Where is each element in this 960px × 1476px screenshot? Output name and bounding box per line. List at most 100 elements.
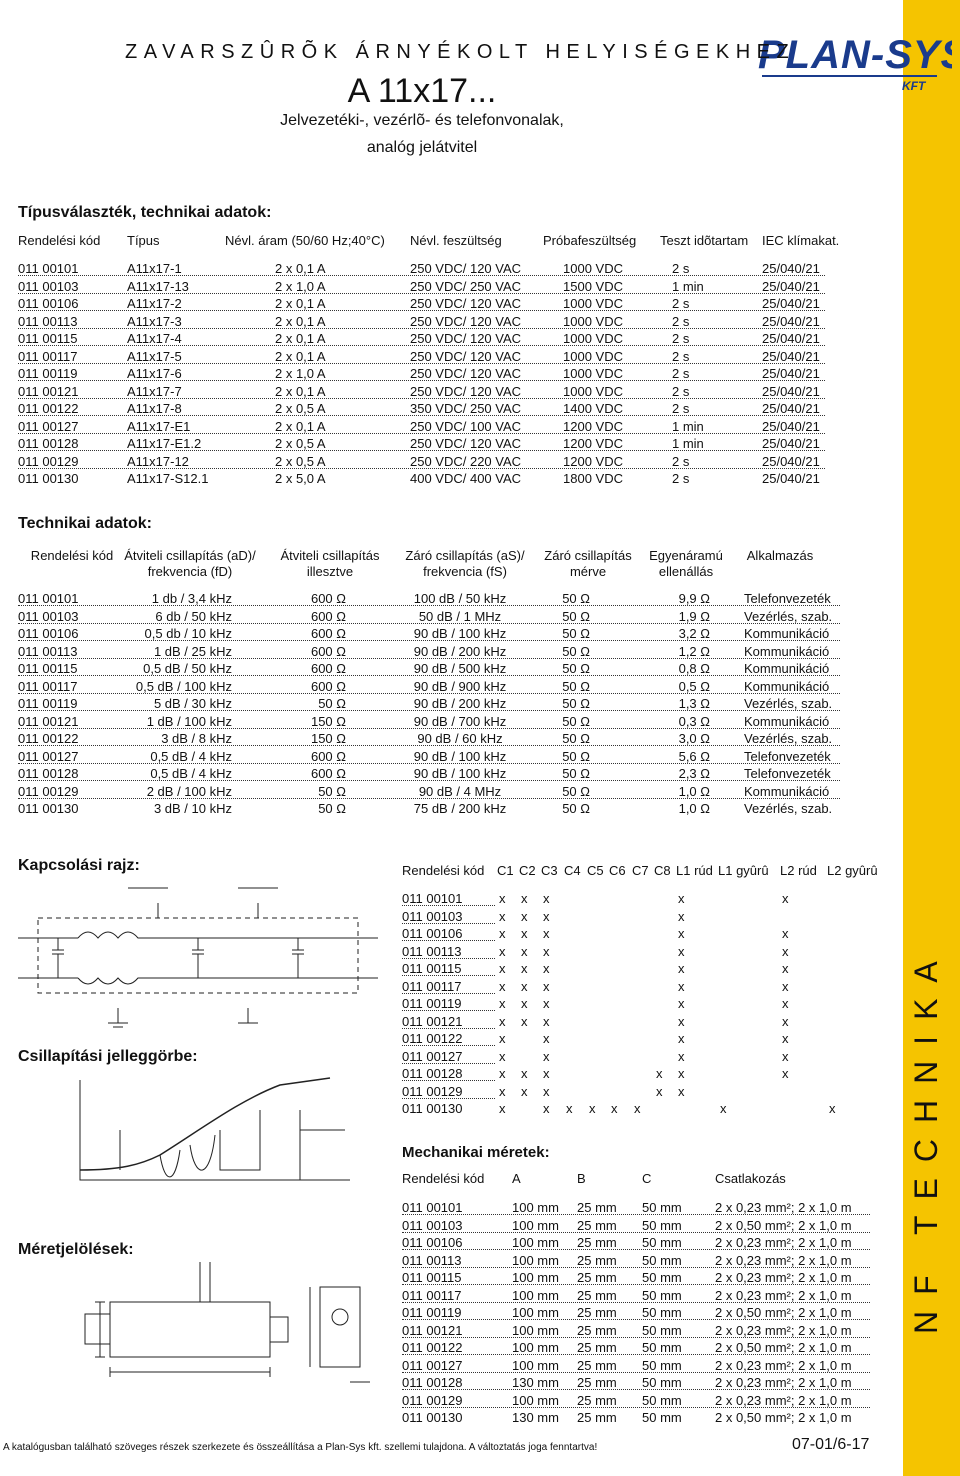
table-cell: A11x17-12 bbox=[127, 453, 189, 469]
row-separator bbox=[402, 1266, 870, 1268]
table-cell: x bbox=[782, 926, 789, 941]
table-cell: 011 00113 bbox=[402, 943, 462, 959]
table-cell: 1,0 Ω bbox=[678, 801, 710, 816]
column-header: B bbox=[577, 1171, 586, 1186]
column-header: L1 rúd bbox=[676, 863, 713, 878]
table-cell: Vezérlés, szab. bbox=[744, 696, 833, 711]
table-cell: x bbox=[720, 1101, 727, 1116]
column-header: Átviteli csillapítás bbox=[280, 548, 380, 563]
table-cell: 150 Ω bbox=[310, 731, 346, 746]
table-cell: 011 00130 bbox=[402, 1101, 463, 1116]
table-cell: 90 dB / 500 kHz bbox=[413, 661, 507, 676]
table-cell: x bbox=[521, 996, 528, 1011]
table-cell: 2 x 0,1 A bbox=[275, 261, 326, 276]
table-cell: 50 Ω bbox=[562, 608, 590, 624]
column-header: Egyenáramú bbox=[649, 548, 723, 563]
table-cell: x bbox=[499, 1013, 506, 1029]
section-heading: Csillapítási jelleggörbe: bbox=[18, 1048, 198, 1065]
column-header: Záró csillapítás (aS)/ bbox=[405, 548, 525, 563]
row-separator bbox=[18, 450, 825, 451]
table-cell: 50 Ω bbox=[562, 678, 590, 694]
table-cell: x bbox=[521, 1083, 528, 1099]
table-cell: 1400 VDC bbox=[563, 401, 623, 416]
row-separator bbox=[18, 762, 840, 764]
table-cell: 1000 VDC bbox=[563, 313, 623, 329]
table-cell: 50 Ω bbox=[562, 783, 590, 799]
row-separator bbox=[18, 727, 840, 729]
table-cell: 011 00121 bbox=[402, 1013, 463, 1029]
table-cell: 1 db / 3,4 kHz bbox=[151, 591, 232, 606]
table-cell: 011 00130 bbox=[18, 801, 79, 816]
table-cell: x bbox=[678, 926, 685, 941]
table-cell: x bbox=[521, 1066, 528, 1081]
table-cell: 2 s bbox=[672, 296, 690, 311]
table-cell: 011 00103 bbox=[402, 1217, 463, 1233]
table-cell: x bbox=[521, 926, 528, 941]
table-cell: 2 dB / 100 kHz bbox=[146, 783, 232, 799]
table-cell: x bbox=[678, 943, 685, 959]
row-separator bbox=[402, 1406, 870, 1408]
table-cell: 011 00122 bbox=[18, 731, 79, 746]
table-cell: 3,0 Ω bbox=[678, 731, 710, 746]
row-separator bbox=[18, 380, 825, 381]
table-cell: x bbox=[499, 943, 506, 959]
table-cell: 011 00130 bbox=[402, 1410, 463, 1425]
row-separator bbox=[402, 905, 495, 906]
table-cell: 600 Ω bbox=[310, 643, 346, 659]
table-cell: 1800 VDC bbox=[563, 471, 623, 486]
column-header: C bbox=[642, 1171, 652, 1186]
column-header: C6 bbox=[609, 863, 626, 878]
row-separator bbox=[18, 710, 840, 711]
table-cell: 011 00129 bbox=[402, 1392, 463, 1408]
table-cell: x bbox=[499, 908, 506, 924]
table-cell: 2 x 0,1 A bbox=[275, 331, 326, 346]
row-separator bbox=[18, 640, 840, 641]
column-header: illesztve bbox=[306, 564, 354, 579]
header-subtitle: analóg jelátvitel bbox=[366, 139, 478, 156]
table-cell: 600 Ω bbox=[310, 766, 346, 781]
section-heading: Típusválaszték, technikai adatok: bbox=[18, 204, 272, 221]
column-header: C5 bbox=[587, 863, 604, 878]
table-cell: x bbox=[782, 996, 789, 1011]
table-cell: x bbox=[543, 996, 550, 1011]
table-cell: 50 mm bbox=[642, 1305, 682, 1320]
table-cell: 2 x 0,1 A bbox=[275, 348, 326, 364]
table-cell: 100 mm bbox=[512, 1235, 559, 1250]
table-cell: x bbox=[543, 1031, 550, 1046]
table-cell: 90 dB / 200 kHz bbox=[413, 696, 507, 711]
table-cell: 25/040/21 bbox=[762, 313, 820, 329]
table-cell: 011 00127 bbox=[402, 1357, 463, 1373]
table-cell: Kommunikáció bbox=[744, 661, 830, 676]
header-title: ZAVARSZÛRÕK ÁRNYÉKOLT HELYISÉGEKHEZ bbox=[125, 41, 796, 63]
table-cell: A11x17-E1 bbox=[127, 418, 191, 434]
table-cell: x bbox=[499, 996, 506, 1011]
table-cell: 90 dB / 4 MHz bbox=[418, 783, 502, 799]
table-cell: 011 00117 bbox=[18, 348, 78, 364]
table-cell: 011 00127 bbox=[402, 1048, 463, 1064]
side-strip bbox=[903, 0, 960, 1476]
table-cell: 250 VDC/ 100 VAC bbox=[410, 418, 522, 434]
table-cell: x bbox=[499, 1048, 506, 1064]
column-header: Névl. áram (50/60 Hz;40°C) bbox=[225, 233, 385, 248]
table-cell: 2 s bbox=[672, 471, 690, 486]
dimension-drawing bbox=[84, 1262, 370, 1383]
table-cell: x bbox=[521, 978, 528, 994]
table-cell: x bbox=[566, 1101, 573, 1116]
header-model: A 11x17... bbox=[347, 72, 497, 110]
table-cell: 2 x 0,1 A bbox=[275, 418, 326, 434]
table-cell: x bbox=[543, 908, 550, 924]
table-cell: 50 mm bbox=[642, 1357, 682, 1373]
table-cell: x bbox=[543, 961, 550, 976]
table-cell: x bbox=[782, 1048, 789, 1064]
table-cell: 011 00117 bbox=[18, 678, 78, 694]
table-cell: 1000 VDC bbox=[563, 296, 623, 311]
table-cell: x bbox=[678, 996, 685, 1011]
column-header: C2 bbox=[519, 863, 536, 878]
table-cell: 1500 VDC bbox=[563, 278, 623, 294]
table-cell: 0,5 db / 10 kHz bbox=[144, 626, 232, 641]
table-cell: 25 mm bbox=[577, 1252, 617, 1268]
table-cell: 250 VDC/ 120 VAC bbox=[410, 261, 522, 276]
table-cell: 25 mm bbox=[577, 1357, 617, 1373]
table-cell: A11x17-7 bbox=[127, 383, 182, 399]
